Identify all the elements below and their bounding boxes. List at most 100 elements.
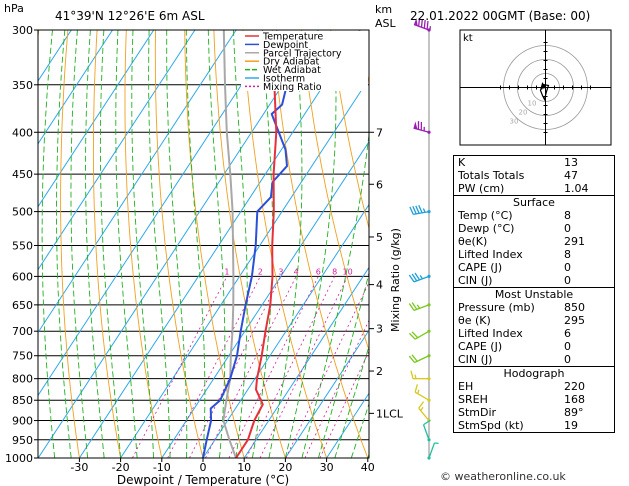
- wind-barb-flag: [408, 303, 415, 311]
- legend-entry: Dry Adiabat: [263, 57, 320, 68]
- index-label: CIN (J): [458, 353, 493, 366]
- index-value: 291: [564, 235, 585, 248]
- wind-barb-base: [427, 274, 431, 279]
- wind-barb-halfflag: [416, 304, 421, 309]
- wind-barb: [427, 442, 439, 460]
- temperature-tick-label: 0: [200, 461, 207, 474]
- mixing-ratio-line: [319, 350, 369, 458]
- wind-barb: [409, 205, 431, 216]
- isotherm-line: [38, 30, 72, 82]
- index-row: θe(K) 291: [454, 235, 614, 248]
- temperature-tick-label: 30: [320, 461, 334, 474]
- mixing-ratio-line: [189, 276, 282, 458]
- wind-barb-flag: [418, 205, 423, 214]
- index-value: 1.04: [564, 182, 589, 195]
- wind-barb: [413, 17, 432, 32]
- legend-box: [241, 31, 368, 91]
- index-label: StmSpd (kt): [458, 419, 524, 432]
- wind-barb-halfflag: [417, 389, 420, 394]
- mixing-ratio-line: [167, 276, 261, 458]
- wind-barb-flag: [412, 206, 417, 215]
- index-label: StmDir: [458, 406, 497, 419]
- wind-barb: [414, 384, 431, 402]
- index-row: EH 220: [454, 380, 614, 393]
- mixing-ratio-line: [245, 276, 335, 458]
- index-label: θe(K): [458, 235, 488, 248]
- index-label: CIN (J): [458, 274, 493, 287]
- index-value: 295: [564, 314, 585, 327]
- isotherm-line: [38, 30, 155, 208]
- isotherm-line: [78, 30, 361, 458]
- pressure-tick-label: 800: [12, 373, 33, 386]
- wind-barb-halfflag: [422, 208, 426, 213]
- wind-barb-base: [427, 398, 431, 402]
- wind-barb: [408, 354, 431, 364]
- mixing-ratio-label: 4: [294, 267, 299, 276]
- height-unit-label: km: [375, 3, 392, 16]
- wet-adiabat-line: [185, 30, 206, 458]
- wind-barb-flag: [409, 206, 414, 215]
- legend-entry: Temperature: [262, 32, 323, 43]
- isotherm-line: [38, 30, 237, 334]
- pressure-tick-label: 750: [12, 350, 33, 363]
- isotherm-line: [243, 266, 369, 458]
- dry-adiabat-line: [330, 30, 369, 230]
- wind-barb-pennant: [413, 17, 418, 26]
- pressure-tick-label: 450: [12, 168, 33, 181]
- index-value: 47: [564, 169, 578, 182]
- wet-adiabat-line: [41, 30, 56, 458]
- dry-adiabat-line: [60, 30, 80, 458]
- wet-adiabat-line: [99, 30, 122, 458]
- dry-adiabat-line: [92, 30, 122, 458]
- wind-barb-base: [427, 456, 431, 460]
- index-row: Totals Totals 47: [454, 169, 614, 182]
- wet-adiabat-line: [317, 271, 369, 458]
- wind-barb-flag: [411, 273, 418, 282]
- mixing-ratio-label: 10: [342, 267, 352, 276]
- index-row: Lifted Index 6: [454, 327, 614, 340]
- isotherm-line: [284, 329, 369, 458]
- wind-barb: [422, 419, 431, 442]
- dry-adiabat-line: [154, 30, 204, 458]
- index-row: PW (cm) 1.04: [454, 182, 614, 195]
- index-row: Pressure (mb) 850: [454, 301, 614, 314]
- index-label: Totals Totals: [458, 169, 525, 182]
- isotherm-line: [38, 30, 196, 271]
- wind-barb-flag: [423, 20, 426, 29]
- wet-adiabat-line: [334, 344, 369, 458]
- wind-barb-halfflag: [419, 275, 423, 280]
- x-axis-title: Dewpoint / Temperature (°C): [117, 473, 289, 486]
- height-tick-label: 5: [376, 231, 383, 244]
- wet-adiabat-line: [85, 30, 105, 458]
- index-value: 850: [564, 301, 585, 314]
- index-value: 89°: [564, 406, 584, 419]
- index-value: 220: [564, 380, 585, 393]
- temperature-tick-label: 10: [237, 461, 251, 474]
- wind-barb-flag: [408, 355, 416, 363]
- index-value: 0: [564, 222, 571, 235]
- wet-adiabat-line: [301, 130, 369, 458]
- isotherm-line: [38, 30, 278, 397]
- index-label: Dewp (°C): [458, 222, 515, 235]
- section-title: Most Unstable: [494, 288, 574, 301]
- section-title: Surface: [513, 196, 555, 209]
- wind-barb: [408, 329, 431, 340]
- wet-adiabat-line: [115, 30, 138, 458]
- pressure-tick-label: 400: [12, 126, 33, 139]
- wind-barb-flag: [408, 274, 415, 283]
- wind-barb-flag: [426, 21, 429, 30]
- dry-adiabat-line: [301, 30, 369, 352]
- height-tick-label: 1LCL: [376, 407, 404, 420]
- index-value: 8: [564, 248, 571, 261]
- most-unstable-section: Most Unstable Pressure (mb) 850 θe (K) 295 Li…: [454, 287, 614, 366]
- isotherm-line: [202, 203, 369, 458]
- wind-barb-flag: [415, 205, 420, 214]
- wet-adiabat-line: [268, 30, 303, 458]
- wind-barb-flag: [414, 384, 419, 393]
- pressure-tick-label: 700: [12, 325, 33, 338]
- wind-barb-base: [427, 438, 431, 442]
- index-value: 168: [564, 393, 585, 406]
- pressure-tick-label: 600: [12, 270, 33, 283]
- wind-barb-flag: [411, 331, 419, 339]
